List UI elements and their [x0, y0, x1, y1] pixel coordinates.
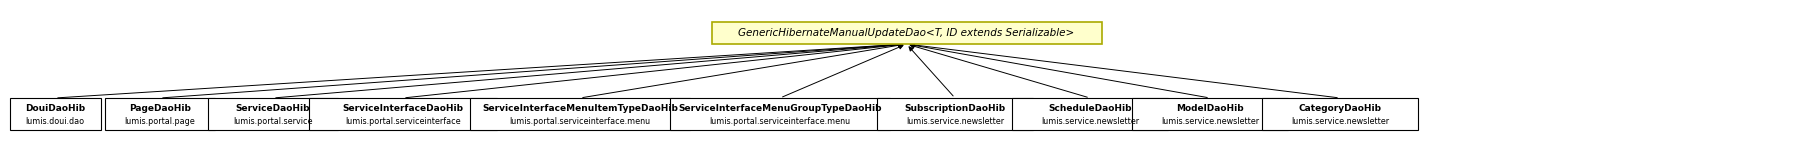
Text: lumis.portal.page: lumis.portal.page [125, 117, 196, 126]
Bar [671, 98, 890, 130]
Text: lumis.service.newsletter: lumis.service.newsletter [906, 117, 1004, 126]
Bar [1262, 98, 1418, 130]
Bar [1131, 98, 1287, 130]
Bar [711, 22, 1102, 44]
Text: lumis.service.newsletter: lumis.service.newsletter [1291, 117, 1389, 126]
Text: ServiceInterfaceMenuItemTypeDaoHib: ServiceInterfaceMenuItemTypeDaoHib [482, 104, 678, 113]
Text: DouiDaoHib: DouiDaoHib [25, 104, 85, 113]
Text: SubscriptionDaoHib: SubscriptionDaoHib [905, 104, 1006, 113]
Bar [9, 98, 100, 130]
Bar [308, 98, 497, 130]
Text: ScheduleDaoHib: ScheduleDaoHib [1048, 104, 1131, 113]
Text: lumis.service.newsletter: lumis.service.newsletter [1041, 117, 1139, 126]
Text: CategoryDaoHib: CategoryDaoHib [1298, 104, 1382, 113]
Text: lumis.doui.dao: lumis.doui.dao [25, 117, 85, 126]
Text: PageDaoHib: PageDaoHib [129, 104, 190, 113]
Text: ServiceInterfaceDaoHib: ServiceInterfaceDaoHib [343, 104, 464, 113]
Text: lumis.portal.serviceinterface.menu: lumis.portal.serviceinterface.menu [709, 117, 850, 126]
Text: ServiceInterfaceMenuGroupTypeDaoHib: ServiceInterfaceMenuGroupTypeDaoHib [678, 104, 881, 113]
Bar [470, 98, 691, 130]
Text: ServiceDaoHib: ServiceDaoHib [236, 104, 310, 113]
Text: lumis.portal.serviceinterface.menu: lumis.portal.serviceinterface.menu [509, 117, 651, 126]
Bar [1012, 98, 1168, 130]
Bar [877, 98, 1033, 130]
Text: lumis.service.newsletter: lumis.service.newsletter [1160, 117, 1258, 126]
Text: lumis.portal.service: lumis.portal.service [234, 117, 314, 126]
Text: lumis.portal.serviceinterface: lumis.portal.serviceinterface [344, 117, 461, 126]
Text: ModelDaoHib: ModelDaoHib [1177, 104, 1244, 113]
Bar [208, 98, 337, 130]
Text: GenericHibernateManualUpdateDao<T, ID extends Serializable>: GenericHibernateManualUpdateDao<T, ID ex… [738, 28, 1075, 38]
Bar [105, 98, 216, 130]
